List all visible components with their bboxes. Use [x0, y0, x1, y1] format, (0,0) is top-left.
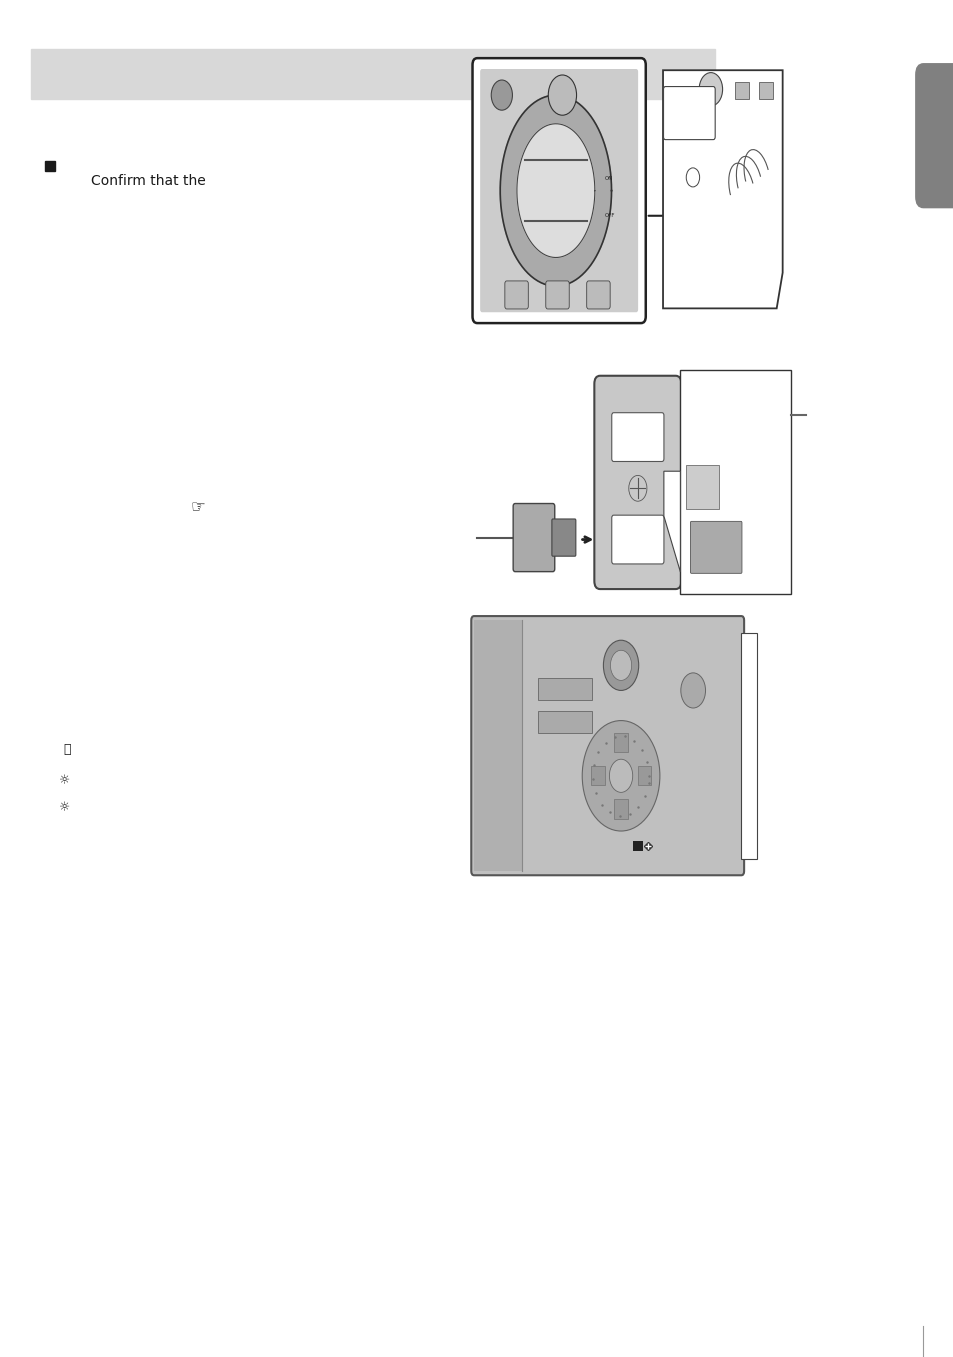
FancyBboxPatch shape: [471, 616, 743, 875]
Bar: [758, 83, 772, 99]
Bar: [537, 678, 591, 700]
Text: ☞: ☞: [191, 498, 206, 517]
Text: ☼: ☼: [59, 773, 71, 787]
Circle shape: [680, 673, 705, 708]
Text: ☼: ☼: [59, 801, 71, 814]
FancyBboxPatch shape: [551, 518, 576, 556]
Bar: [30, 49, 715, 99]
Bar: [537, 711, 591, 733]
Circle shape: [581, 721, 659, 830]
FancyBboxPatch shape: [611, 413, 663, 461]
Bar: [685, 464, 719, 509]
Bar: [637, 767, 651, 786]
Polygon shape: [499, 95, 611, 286]
Circle shape: [548, 75, 576, 115]
FancyBboxPatch shape: [690, 521, 741, 574]
Polygon shape: [517, 123, 595, 258]
FancyBboxPatch shape: [663, 87, 715, 140]
Bar: [740, 632, 757, 859]
FancyBboxPatch shape: [594, 376, 680, 589]
Bar: [632, 841, 642, 851]
Text: ON: ON: [604, 175, 613, 180]
Bar: [474, 620, 521, 871]
Bar: [590, 767, 604, 786]
FancyBboxPatch shape: [513, 503, 554, 571]
FancyBboxPatch shape: [504, 281, 528, 309]
Bar: [614, 799, 627, 818]
FancyBboxPatch shape: [472, 58, 645, 323]
FancyBboxPatch shape: [586, 281, 610, 309]
FancyBboxPatch shape: [611, 516, 663, 565]
Circle shape: [491, 80, 512, 110]
Bar: [679, 370, 790, 594]
Bar: [614, 733, 627, 752]
Circle shape: [610, 650, 631, 680]
Bar: [734, 83, 748, 99]
Text: OFF: OFF: [604, 213, 615, 218]
Circle shape: [699, 73, 721, 106]
FancyBboxPatch shape: [545, 281, 569, 309]
Circle shape: [609, 759, 632, 792]
Polygon shape: [663, 471, 679, 573]
Circle shape: [685, 168, 699, 187]
Polygon shape: [662, 71, 781, 308]
Circle shape: [602, 641, 639, 691]
FancyBboxPatch shape: [479, 69, 638, 312]
FancyBboxPatch shape: [915, 64, 953, 208]
Text: Confirm that the: Confirm that the: [91, 174, 205, 187]
Text: ⓘ: ⓘ: [63, 742, 71, 756]
